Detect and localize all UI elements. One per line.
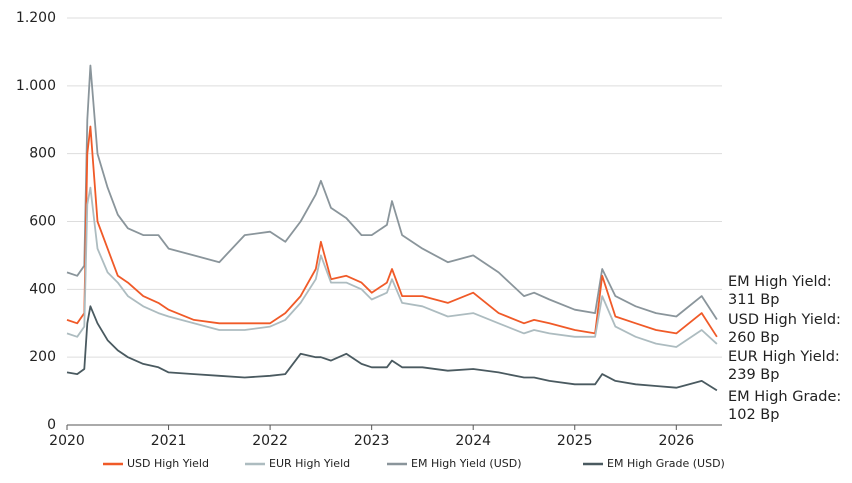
x-tick-label: 2021 [151,433,187,449]
y-tick-label: 600 [29,214,56,230]
x-tick-label: 2020 [49,433,85,449]
legend-label: EUR High Yield [269,457,350,470]
x-tick-label: 2023 [354,433,390,449]
y-tick-label: 800 [29,146,56,162]
y-tick-label: 1.000 [16,78,56,94]
x-tick-label: 2026 [658,433,694,449]
series-line [66,305,718,392]
end-label: EM High Grade: [728,389,841,405]
end-label: 239 Bp [728,367,779,383]
x-tick-label: 2025 [557,433,593,449]
end-label: EUR High Yield: [728,349,840,365]
legend-label: EM High Grade (USD) [607,457,725,470]
x-tick-label: 2022 [252,433,288,449]
series-line [66,186,718,348]
x-tick-label: 2024 [455,433,491,449]
y-tick-label: 1.200 [16,10,56,26]
legend-label: USD High Yield [127,457,209,470]
end-label: 102 Bp [728,407,779,423]
y-tick-label: 200 [29,349,56,365]
series-line [66,125,718,338]
end-label: EM High Yield: [728,274,832,290]
y-tick-label: 0 [47,417,56,433]
end-label: 311 Bp [728,292,779,308]
y-tick-label: 400 [29,281,56,297]
series-line [66,64,718,320]
end-label: 260 Bp [728,330,779,346]
end-label: USD High Yield: [728,312,841,328]
legend-label: EM High Yield (USD) [411,457,522,470]
